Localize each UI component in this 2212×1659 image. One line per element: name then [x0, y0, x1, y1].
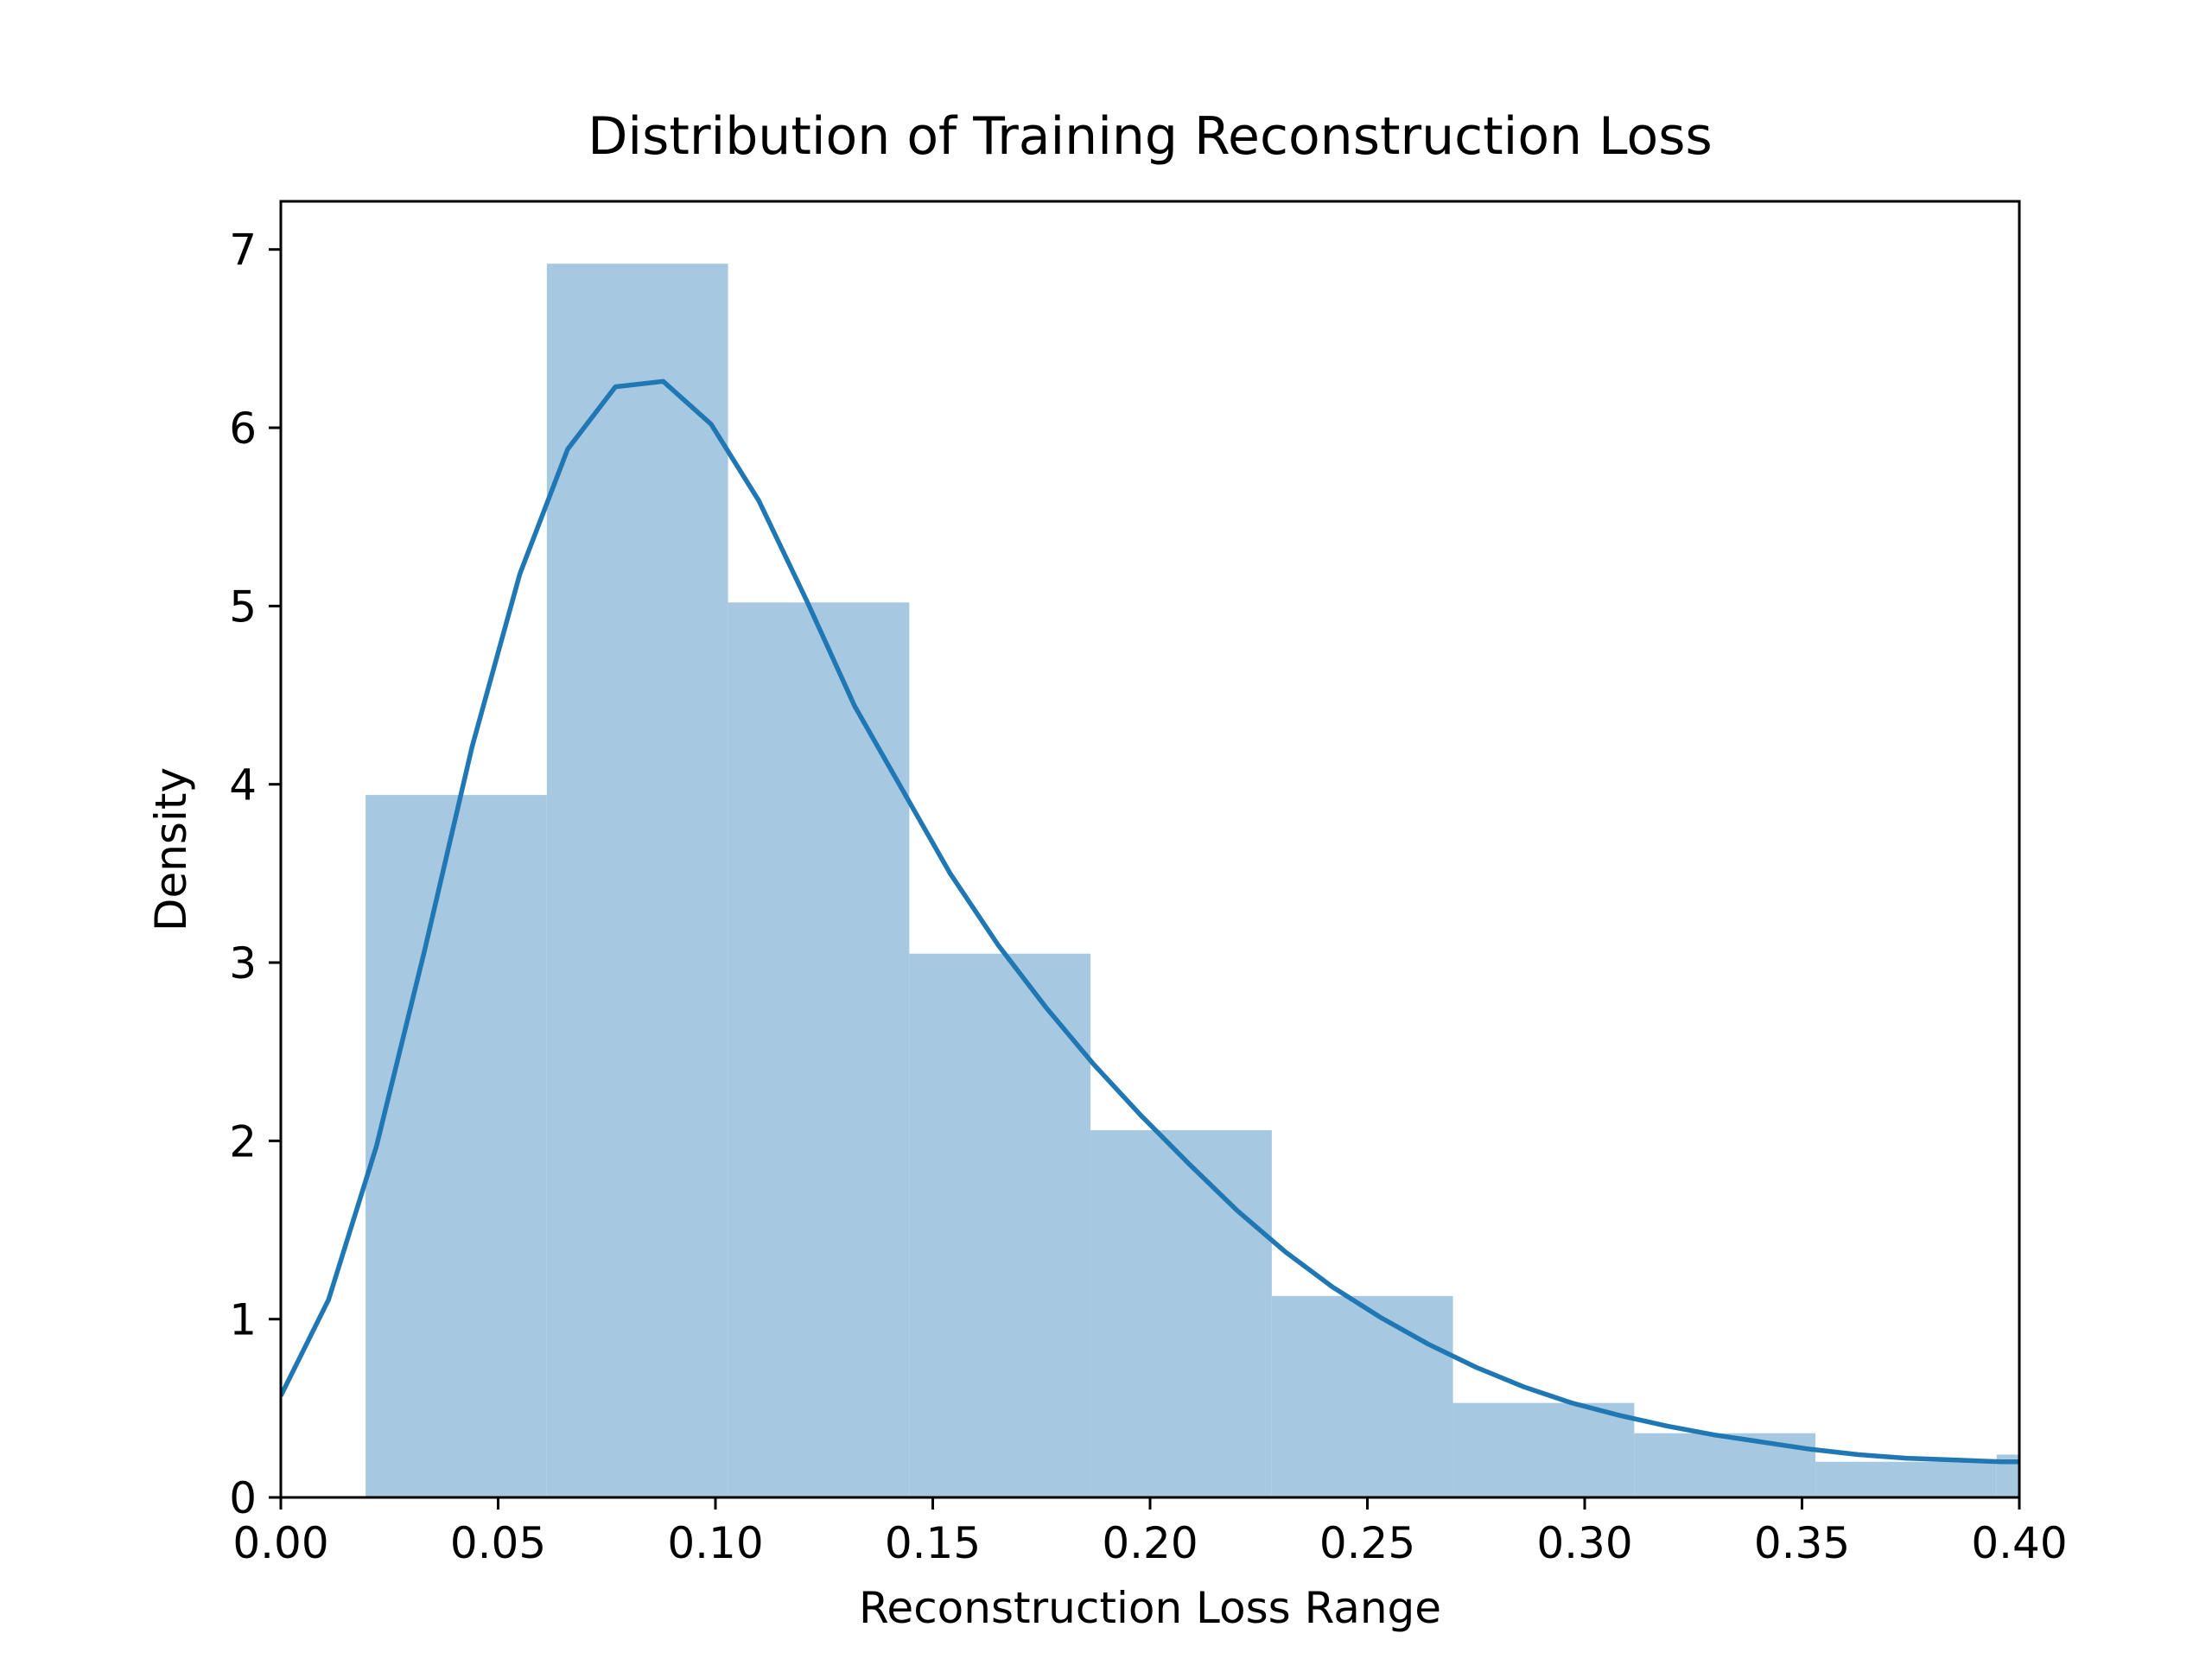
x-tick-label: 0.35 [1754, 1518, 1850, 1568]
bars-layer [365, 264, 2019, 1497]
x-tick-label: 0.00 [232, 1518, 328, 1568]
chart-title: Distribution of Training Reconstruction … [588, 106, 1713, 167]
y-tick-label: 6 [229, 404, 257, 454]
x-tick-label: 0.10 [667, 1518, 763, 1568]
histogram-bar-6 [1452, 1402, 1635, 1497]
x-tick-label: 0.30 [1536, 1518, 1632, 1568]
histogram-bar-3 [909, 953, 1091, 1497]
histogram-bar-1 [546, 264, 728, 1497]
x-tick-label: 0.15 [885, 1518, 981, 1568]
kde-layer [281, 378, 2019, 1465]
x-tick-label: 0.25 [1319, 1518, 1415, 1568]
histogram-bar-5 [1271, 1295, 1453, 1497]
histogram-bar-0 [365, 795, 547, 1497]
x-ticks: 0.00 0.05 0.10 0.15 0.20 0.25 0.30 0.35 0.40 [232, 1497, 2068, 1568]
kde-line [281, 378, 2019, 1465]
y-axis-label: Density [146, 767, 196, 931]
y-tick-label: 7 [229, 226, 257, 276]
y-ticks: 0 1 2 3 4 5 6 7 [229, 226, 281, 1523]
x-tick-label: 0.05 [450, 1518, 546, 1568]
y-tick-label: 2 [229, 1116, 257, 1166]
x-tick-label: 0.40 [1971, 1518, 2067, 1568]
histogram-bar-9 [1996, 1454, 2019, 1497]
x-tick-label: 0.20 [1102, 1518, 1198, 1568]
y-tick-label: 4 [229, 760, 257, 810]
histogram-bar-2 [728, 602, 910, 1497]
y-tick-label: 1 [229, 1295, 257, 1345]
histogram-bar-7 [1634, 1433, 1816, 1497]
x-axis-label: Reconstruction Loss Range [859, 1583, 1441, 1633]
y-tick-label: 0 [229, 1473, 257, 1523]
y-tick-label: 5 [229, 582, 257, 632]
y-tick-label: 3 [229, 938, 257, 988]
histogram-bar-4 [1090, 1129, 1272, 1497]
histogram-bar-8 [1815, 1461, 1997, 1497]
